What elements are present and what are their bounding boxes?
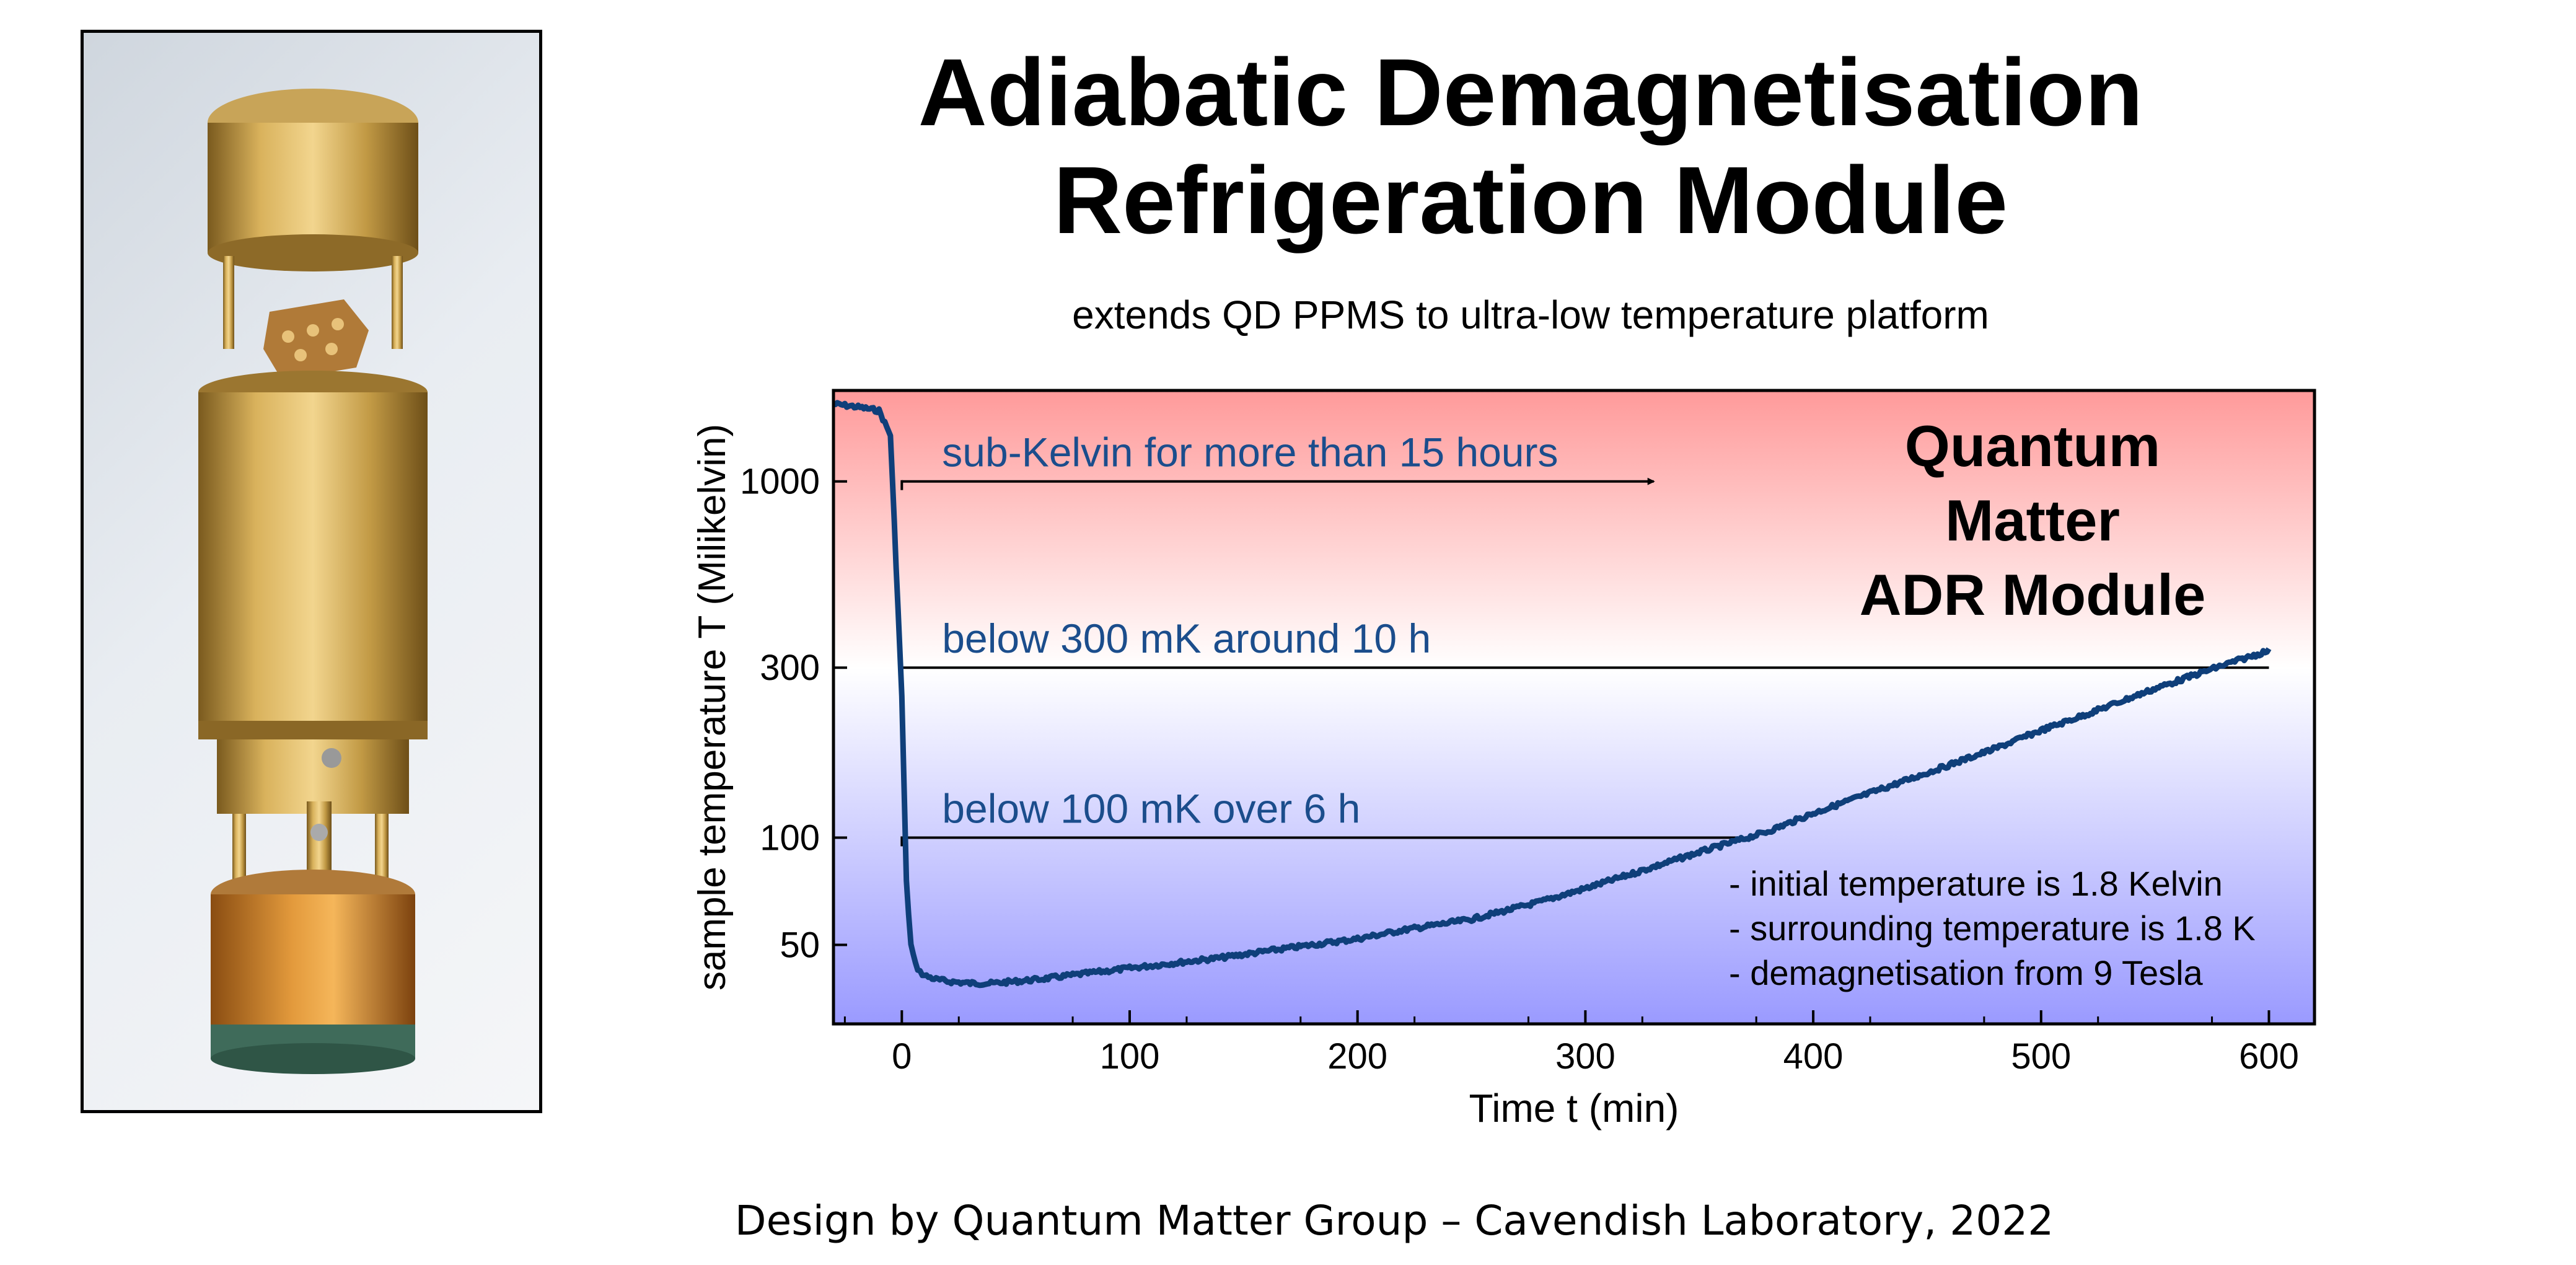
adr-module-illustration [198,89,428,1074]
adr-module-photo [81,30,542,1113]
slide-title: Adiabatic Demagnetisation Refrigeration … [731,38,2330,254]
y-tick-label-1000: 1000 [740,462,820,502]
plot-frame [832,389,2316,1026]
y-tick-label-100: 100 [760,818,820,858]
note-line-1: - initial temperature is 1.8 Kelvin [1729,864,2223,903]
temperature-curve [832,400,2272,989]
slide-subtitle: extends QD PPMS to ultra-low temperature… [1072,293,1989,337]
inset-title-line-3: ADR Module [1860,562,2206,627]
x-tick-label-600: 600 [2239,1036,2299,1077]
y-tick-label-50: 50 [780,925,820,965]
slide-title-line-2: Refrigeration Module [1053,147,2008,253]
inset-title-line-2: Matter [1945,488,2120,553]
x-tick-label-100: 100 [1100,1036,1160,1077]
reference-line-label-1: sub-Kelvin for more than 15 hours [942,430,1558,475]
note-line-2: - surrounding temperature is 1.8 K [1729,909,2256,948]
slide-title-line-1: Adiabatic Demagnetisation [918,39,2143,146]
x-tick-label-400: 400 [1783,1036,1844,1077]
note-line-3: - demagnetisation from 9 Tesla [1729,953,2204,992]
x-tick-label-200: 200 [1327,1036,1387,1077]
x-tick-label-300: 300 [1555,1036,1615,1077]
y-axis-label: sample temperature T (Milikelvin) [691,424,734,990]
x-tick-label-0: 0 [892,1036,912,1077]
inset-title-line-1: Quantum [1905,413,2161,478]
x-tick-label-500: 500 [2011,1036,2071,1077]
x-axis-label: Time t (min) [1469,1086,1679,1131]
y-tick-label-300: 300 [760,648,820,688]
footer-credit: Design by Quantum Matter Group – Cavendi… [734,1197,2054,1245]
plot-background [833,390,2314,1024]
reference-line-label-2: below 300 mK around 10 h [942,615,1431,661]
reference-line-label-3: below 100 mK over 6 h [942,785,1360,831]
